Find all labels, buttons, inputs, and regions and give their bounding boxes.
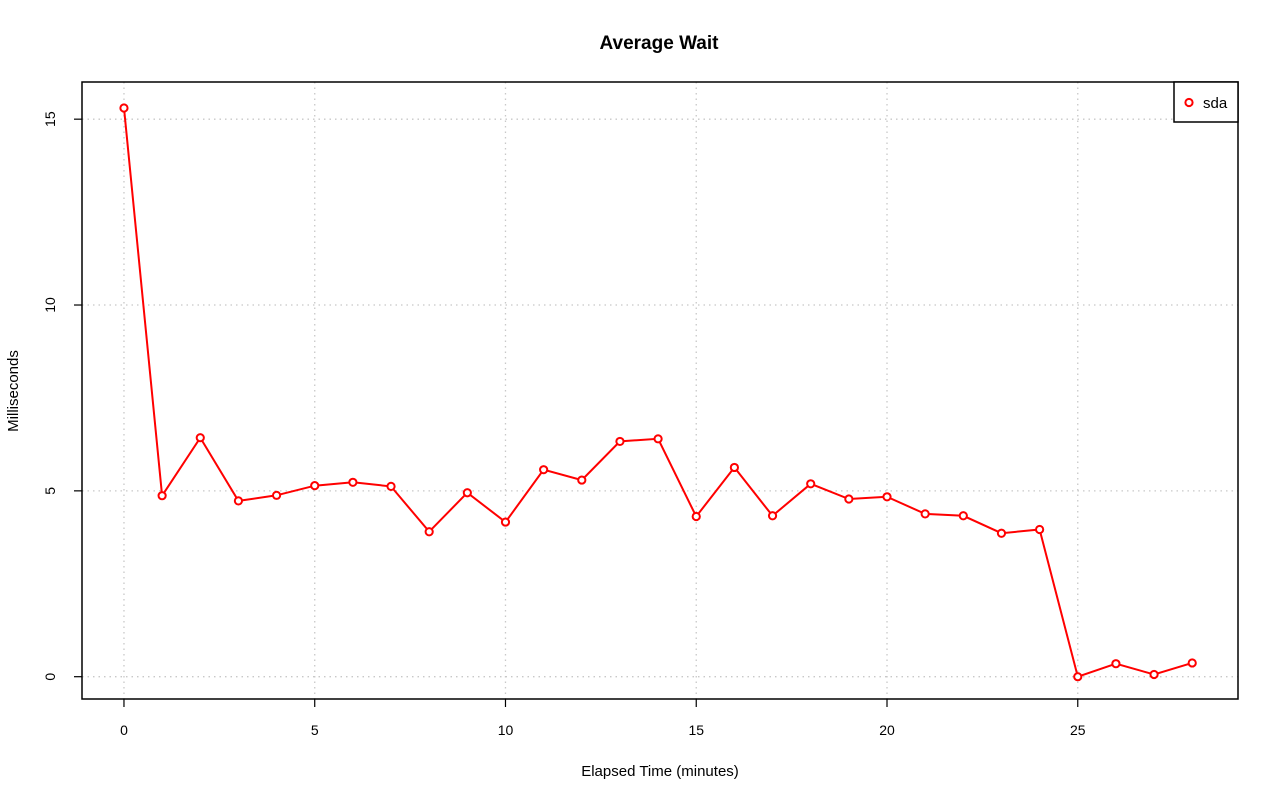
data-point	[157, 491, 167, 501]
x-tick-label-5: 5	[311, 722, 319, 738]
data-point	[462, 488, 472, 498]
data-point	[882, 492, 892, 502]
series-line-sda	[123, 107, 1193, 678]
x-axis: 0 5 10 15 20 25	[120, 699, 1086, 738]
x-tick-label-10: 10	[498, 722, 514, 738]
data-point	[500, 517, 511, 527]
legend-marker	[1184, 97, 1194, 108]
data-point	[653, 434, 663, 444]
data-point	[310, 481, 320, 491]
data-point	[729, 462, 739, 473]
data-point	[271, 490, 282, 500]
data-point	[844, 494, 854, 504]
data-point	[920, 509, 930, 519]
y-tick-label-15: 15	[42, 111, 58, 127]
chart-title: Average Wait	[600, 33, 720, 54]
data-point	[348, 477, 358, 487]
x-axis-label: Elapsed Time (minutes)	[581, 763, 739, 780]
y-axis: 0 5 10 15	[42, 111, 82, 681]
x-tick-label-20: 20	[879, 722, 895, 738]
series-group	[119, 103, 1197, 682]
y-axis-label: Milliseconds	[5, 350, 22, 432]
y-tick-label-5: 5	[42, 487, 58, 495]
data-point	[1035, 524, 1045, 535]
x-tick-label-15: 15	[688, 722, 704, 738]
y-tick-label-10: 10	[42, 297, 58, 313]
data-point	[424, 527, 434, 537]
x-tick-label-0: 0	[120, 722, 128, 738]
grid	[82, 82, 1238, 699]
data-point	[1073, 672, 1083, 682]
data-point	[1187, 658, 1197, 668]
data-point	[119, 103, 129, 113]
data-point	[1149, 669, 1159, 680]
data-point	[195, 433, 205, 443]
data-point	[233, 496, 244, 506]
y-tick-label-0: 0	[42, 673, 58, 681]
data-point	[615, 436, 625, 447]
data-point	[691, 511, 701, 522]
data-point	[996, 528, 1007, 538]
data-point	[958, 511, 968, 521]
data-point	[767, 511, 778, 521]
data-point	[386, 481, 396, 491]
x-tick-label-25: 25	[1070, 722, 1086, 738]
data-point	[539, 465, 549, 475]
plot-frame	[81, 81, 1239, 700]
data-point	[577, 475, 587, 485]
legend-label-sda: sda	[1203, 95, 1228, 112]
legend: sda	[1173, 81, 1239, 123]
data-point	[806, 479, 816, 489]
data-point	[1111, 659, 1121, 669]
